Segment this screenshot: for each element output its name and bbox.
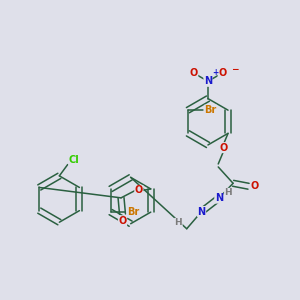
Text: O: O [218, 68, 226, 78]
Text: O: O [135, 185, 143, 195]
Text: N: N [215, 193, 223, 203]
Text: +: + [213, 68, 219, 77]
Text: H: H [175, 218, 182, 227]
Text: Br: Br [127, 207, 139, 217]
Text: H: H [224, 188, 232, 197]
Text: N: N [204, 76, 212, 86]
Text: O: O [190, 68, 198, 78]
Text: −: − [231, 64, 238, 74]
Text: O: O [118, 216, 127, 226]
Text: Br: Br [204, 105, 217, 115]
Text: Cl: Cl [69, 155, 80, 165]
Text: O: O [220, 142, 228, 153]
Text: O: O [251, 181, 259, 191]
Text: N: N [197, 206, 206, 217]
